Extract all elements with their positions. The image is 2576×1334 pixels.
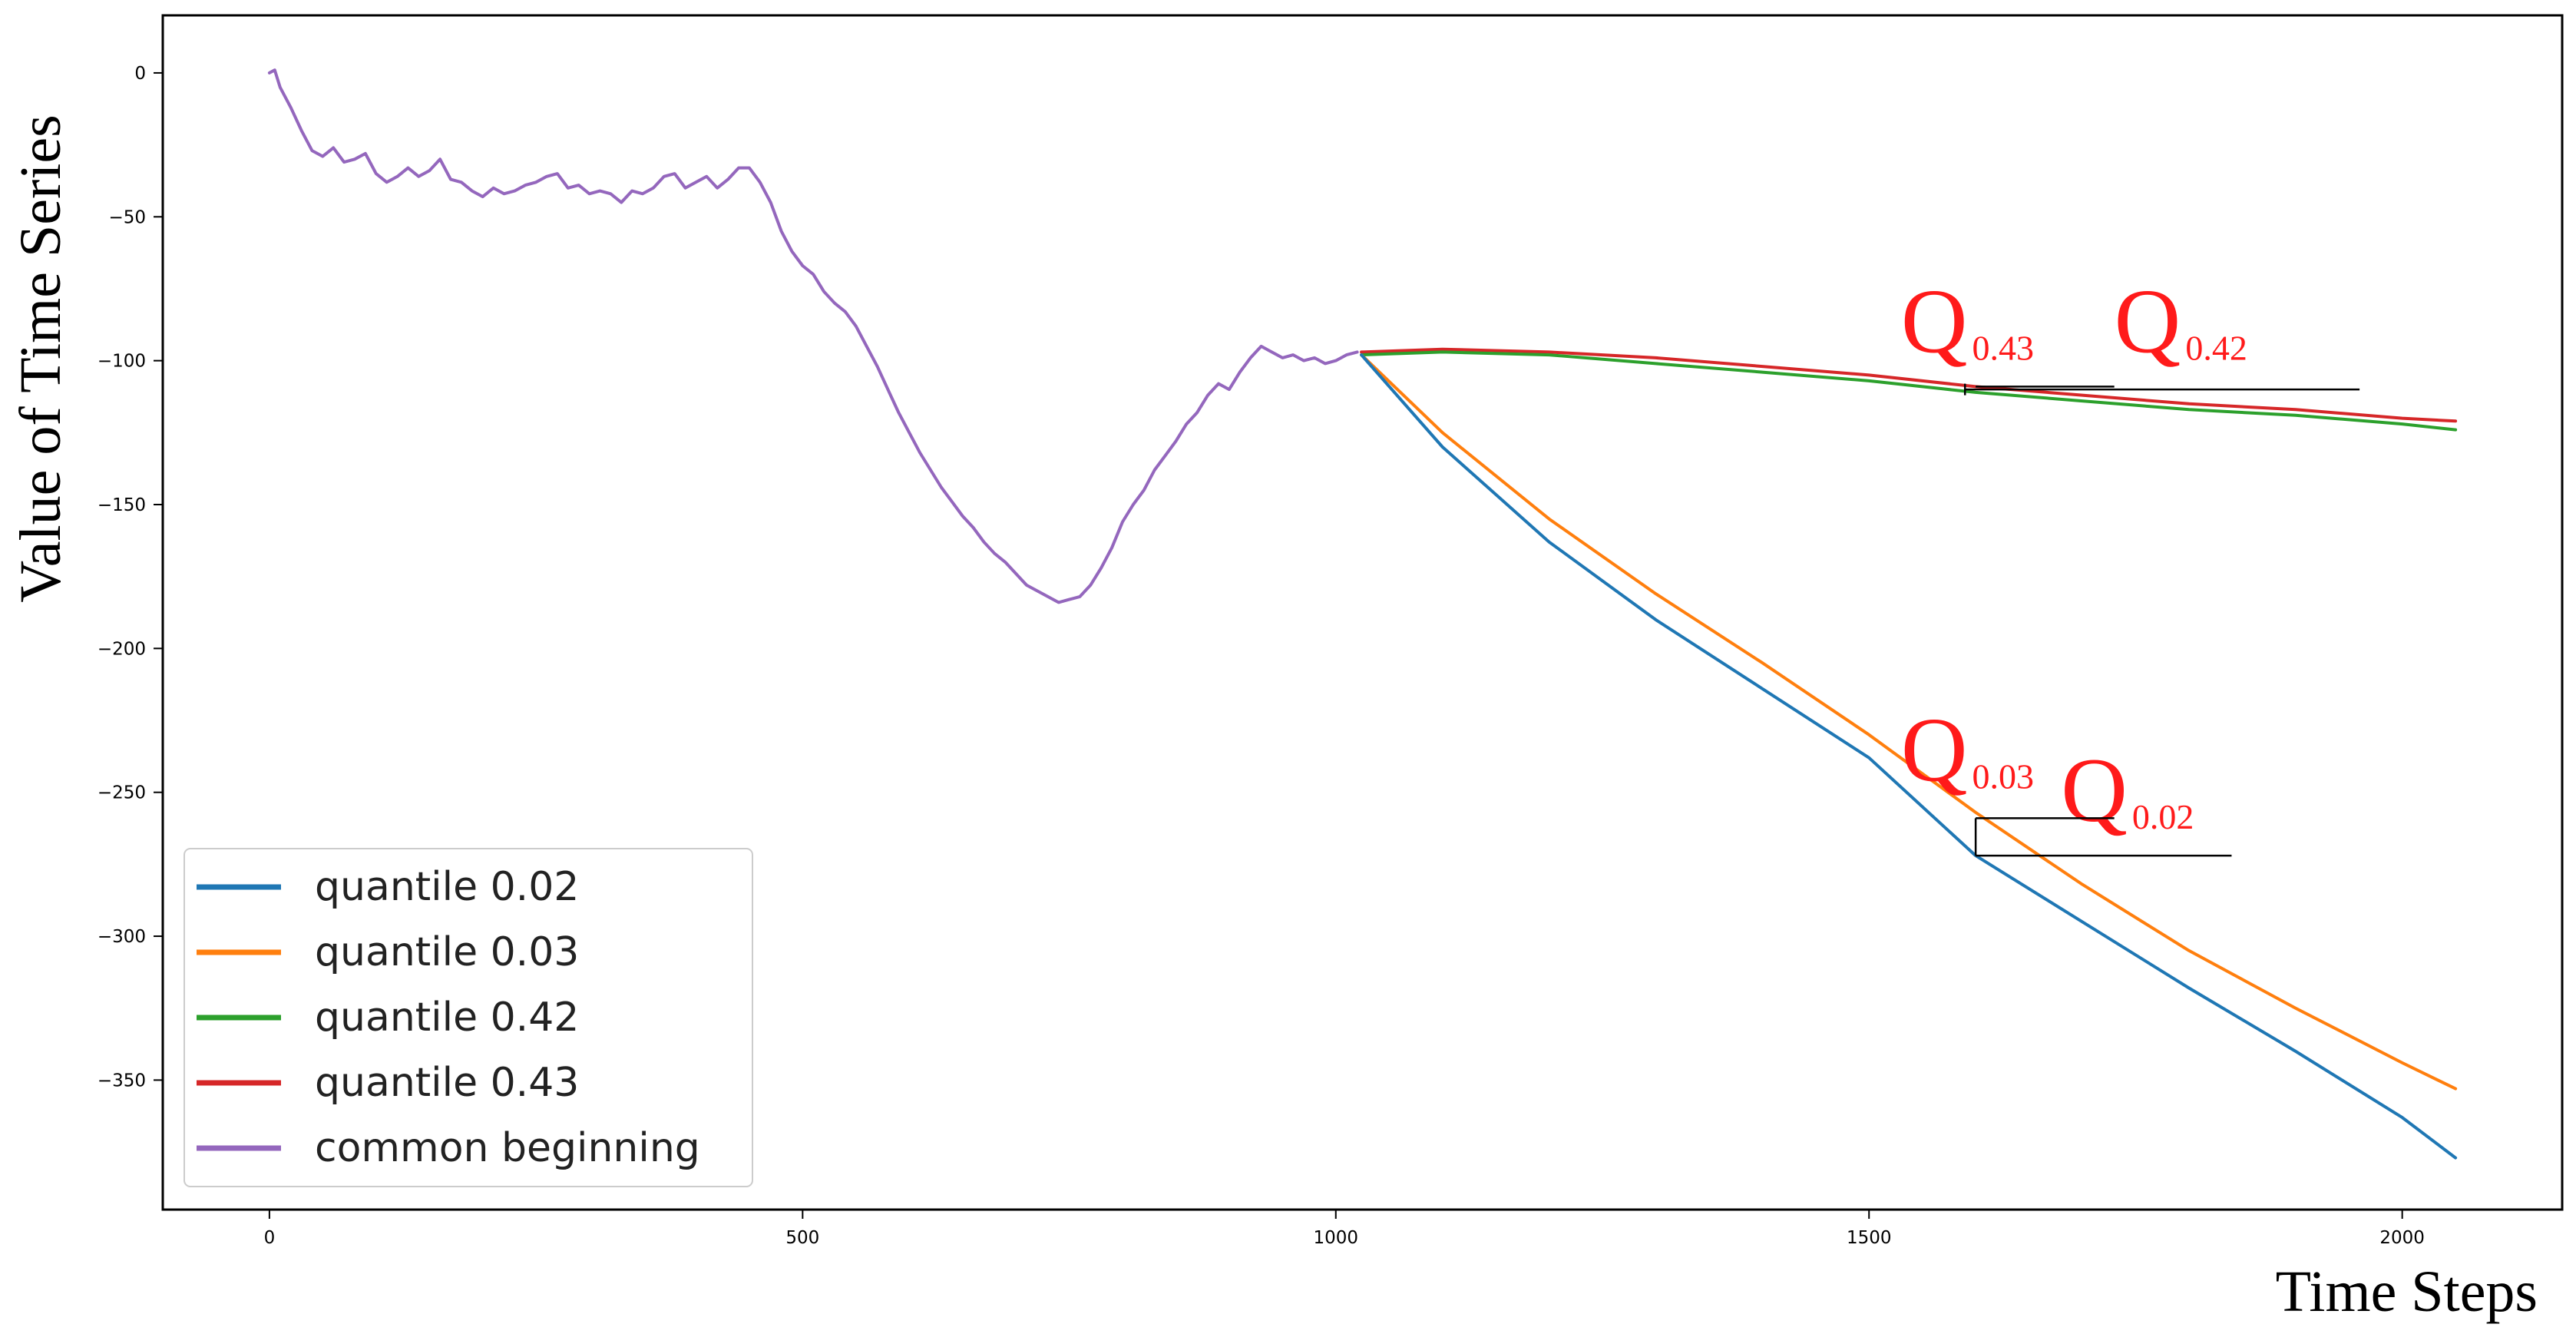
y-tick-label: −300 <box>98 927 146 947</box>
quantile-annotation: Q 0.03 <box>1901 699 2034 801</box>
series-line-common-beginning <box>267 68 1359 604</box>
y-tick-label: −350 <box>98 1071 146 1091</box>
legend: quantile 0.02 quantile 0.03 quantile 0.42 q… <box>184 848 753 1187</box>
x-tick-label: 500 <box>785 1228 819 1248</box>
y-tick-label: −50 <box>108 207 146 227</box>
x-axis: 0 500 1000 1500 2000 <box>264 1210 2425 1248</box>
y-tick-label: −100 <box>98 352 146 372</box>
legend-label: quantile 0.03 <box>315 929 579 975</box>
series-lines <box>267 68 2458 1160</box>
legend-box <box>184 848 753 1187</box>
series-line-quantile-0-43 <box>1360 347 2458 423</box>
x-tick-label: 1500 <box>1847 1228 1892 1248</box>
quantile-annotation: Q 0.43 <box>1901 270 2034 372</box>
quantile-annotation: Q 0.02 <box>2061 739 2194 841</box>
series-line-quantile-0-03 <box>1360 353 2458 1091</box>
y-axis: 0 −50 −100 −150 −200 −250 −300 −350 <box>98 64 163 1091</box>
legend-label: common beginning <box>315 1125 700 1171</box>
y-tick-label: −200 <box>98 639 146 659</box>
series-line-quantile-0-42 <box>1360 350 2458 432</box>
quantile-annotation: Q 0.42 <box>2115 270 2247 372</box>
y-axis-title: Value of Time Series <box>8 114 73 602</box>
legend-label: quantile 0.02 <box>315 864 579 910</box>
x-tick-label: 0 <box>264 1228 276 1248</box>
legend-label: quantile 0.43 <box>315 1060 579 1106</box>
x-tick-label: 2000 <box>2379 1228 2425 1248</box>
legend-label: quantile 0.42 <box>315 995 579 1041</box>
y-tick-label: 0 <box>134 64 146 84</box>
y-tick-label: −250 <box>98 783 146 803</box>
y-tick-label: −150 <box>98 495 146 515</box>
x-axis-title: Time Steps <box>2276 1260 2538 1324</box>
series-line-quantile-0-02 <box>1360 353 2458 1160</box>
quantile-annotations: Q 0.43 Q 0.42 Q 0.03 Q 0.02 <box>1901 270 2360 857</box>
x-tick-label: 1000 <box>1314 1228 1359 1248</box>
